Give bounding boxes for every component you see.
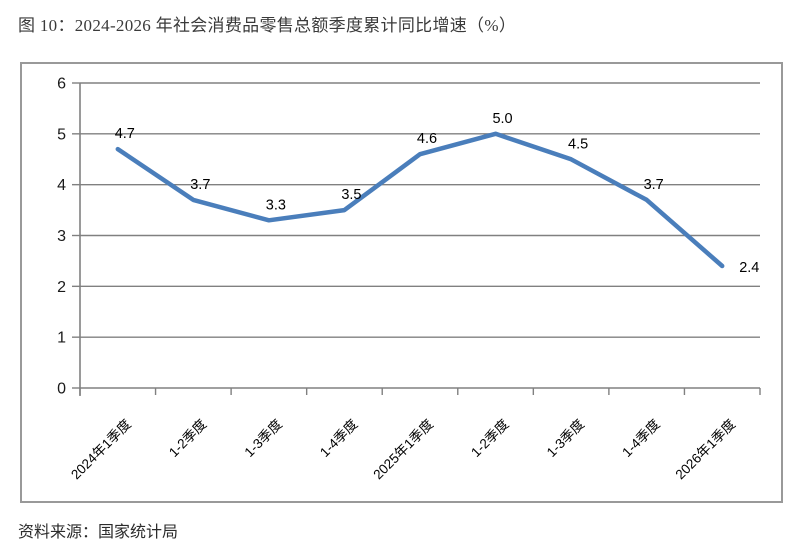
gridlines (72, 82, 760, 389)
svg-text:5: 5 (57, 126, 66, 143)
svg-text:3.7: 3.7 (644, 177, 664, 193)
svg-text:1: 1 (57, 330, 66, 347)
svg-text:2026年1季度: 2026年1季度 (673, 417, 739, 483)
svg-text:2: 2 (57, 279, 66, 296)
svg-text:6: 6 (57, 76, 66, 93)
chart-frame: 0 1 2 3 4 5 6 2024年1季度 1-2季度 1-3季度 1-4季度 2025年1季度 1-… (20, 62, 783, 503)
svg-text:1-2季度: 1-2季度 (468, 417, 511, 460)
data-series-line (115, 131, 725, 269)
x-axis-category-labels: 2024年1季度 1-2季度 1-3季度 1-4季度 2025年1季度 1-2季度 1-3季… (68, 417, 738, 483)
svg-text:4: 4 (57, 177, 66, 194)
svg-text:4.6: 4.6 (417, 131, 437, 147)
source-note: 资料来源：国家统计局 (18, 524, 179, 541)
x-axis-ticks (79, 388, 761, 395)
svg-text:2025年1季度: 2025年1季度 (370, 417, 436, 483)
svg-text:4.7: 4.7 (115, 126, 135, 142)
svg-text:4.5: 4.5 (568, 136, 588, 152)
svg-text:2.4: 2.4 (739, 260, 759, 276)
svg-text:1-3季度: 1-3季度 (544, 417, 587, 460)
svg-text:0: 0 (57, 381, 66, 398)
svg-text:1-2季度: 1-2季度 (166, 417, 209, 460)
data-point-labels: 4.7 3.7 3.3 3.5 4.6 5.0 4.5 3.7 2.4 (115, 111, 760, 276)
svg-text:3: 3 (57, 228, 66, 245)
svg-text:2024年1季度: 2024年1季度 (68, 417, 134, 483)
svg-text:3.3: 3.3 (266, 197, 286, 213)
svg-text:1-3季度: 1-3季度 (242, 417, 285, 460)
svg-text:1-4季度: 1-4季度 (317, 417, 360, 460)
svg-text:3.5: 3.5 (341, 187, 361, 203)
svg-text:3.7: 3.7 (190, 177, 210, 193)
svg-text:5.0: 5.0 (492, 111, 512, 127)
svg-text:1-4季度: 1-4季度 (619, 417, 662, 460)
y-axis-tick-labels: 0 1 2 3 4 5 6 (57, 76, 66, 398)
figure-title: 图 10：2024-2026 年社会消费品零售总额季度累计同比增速（%） (18, 16, 517, 35)
